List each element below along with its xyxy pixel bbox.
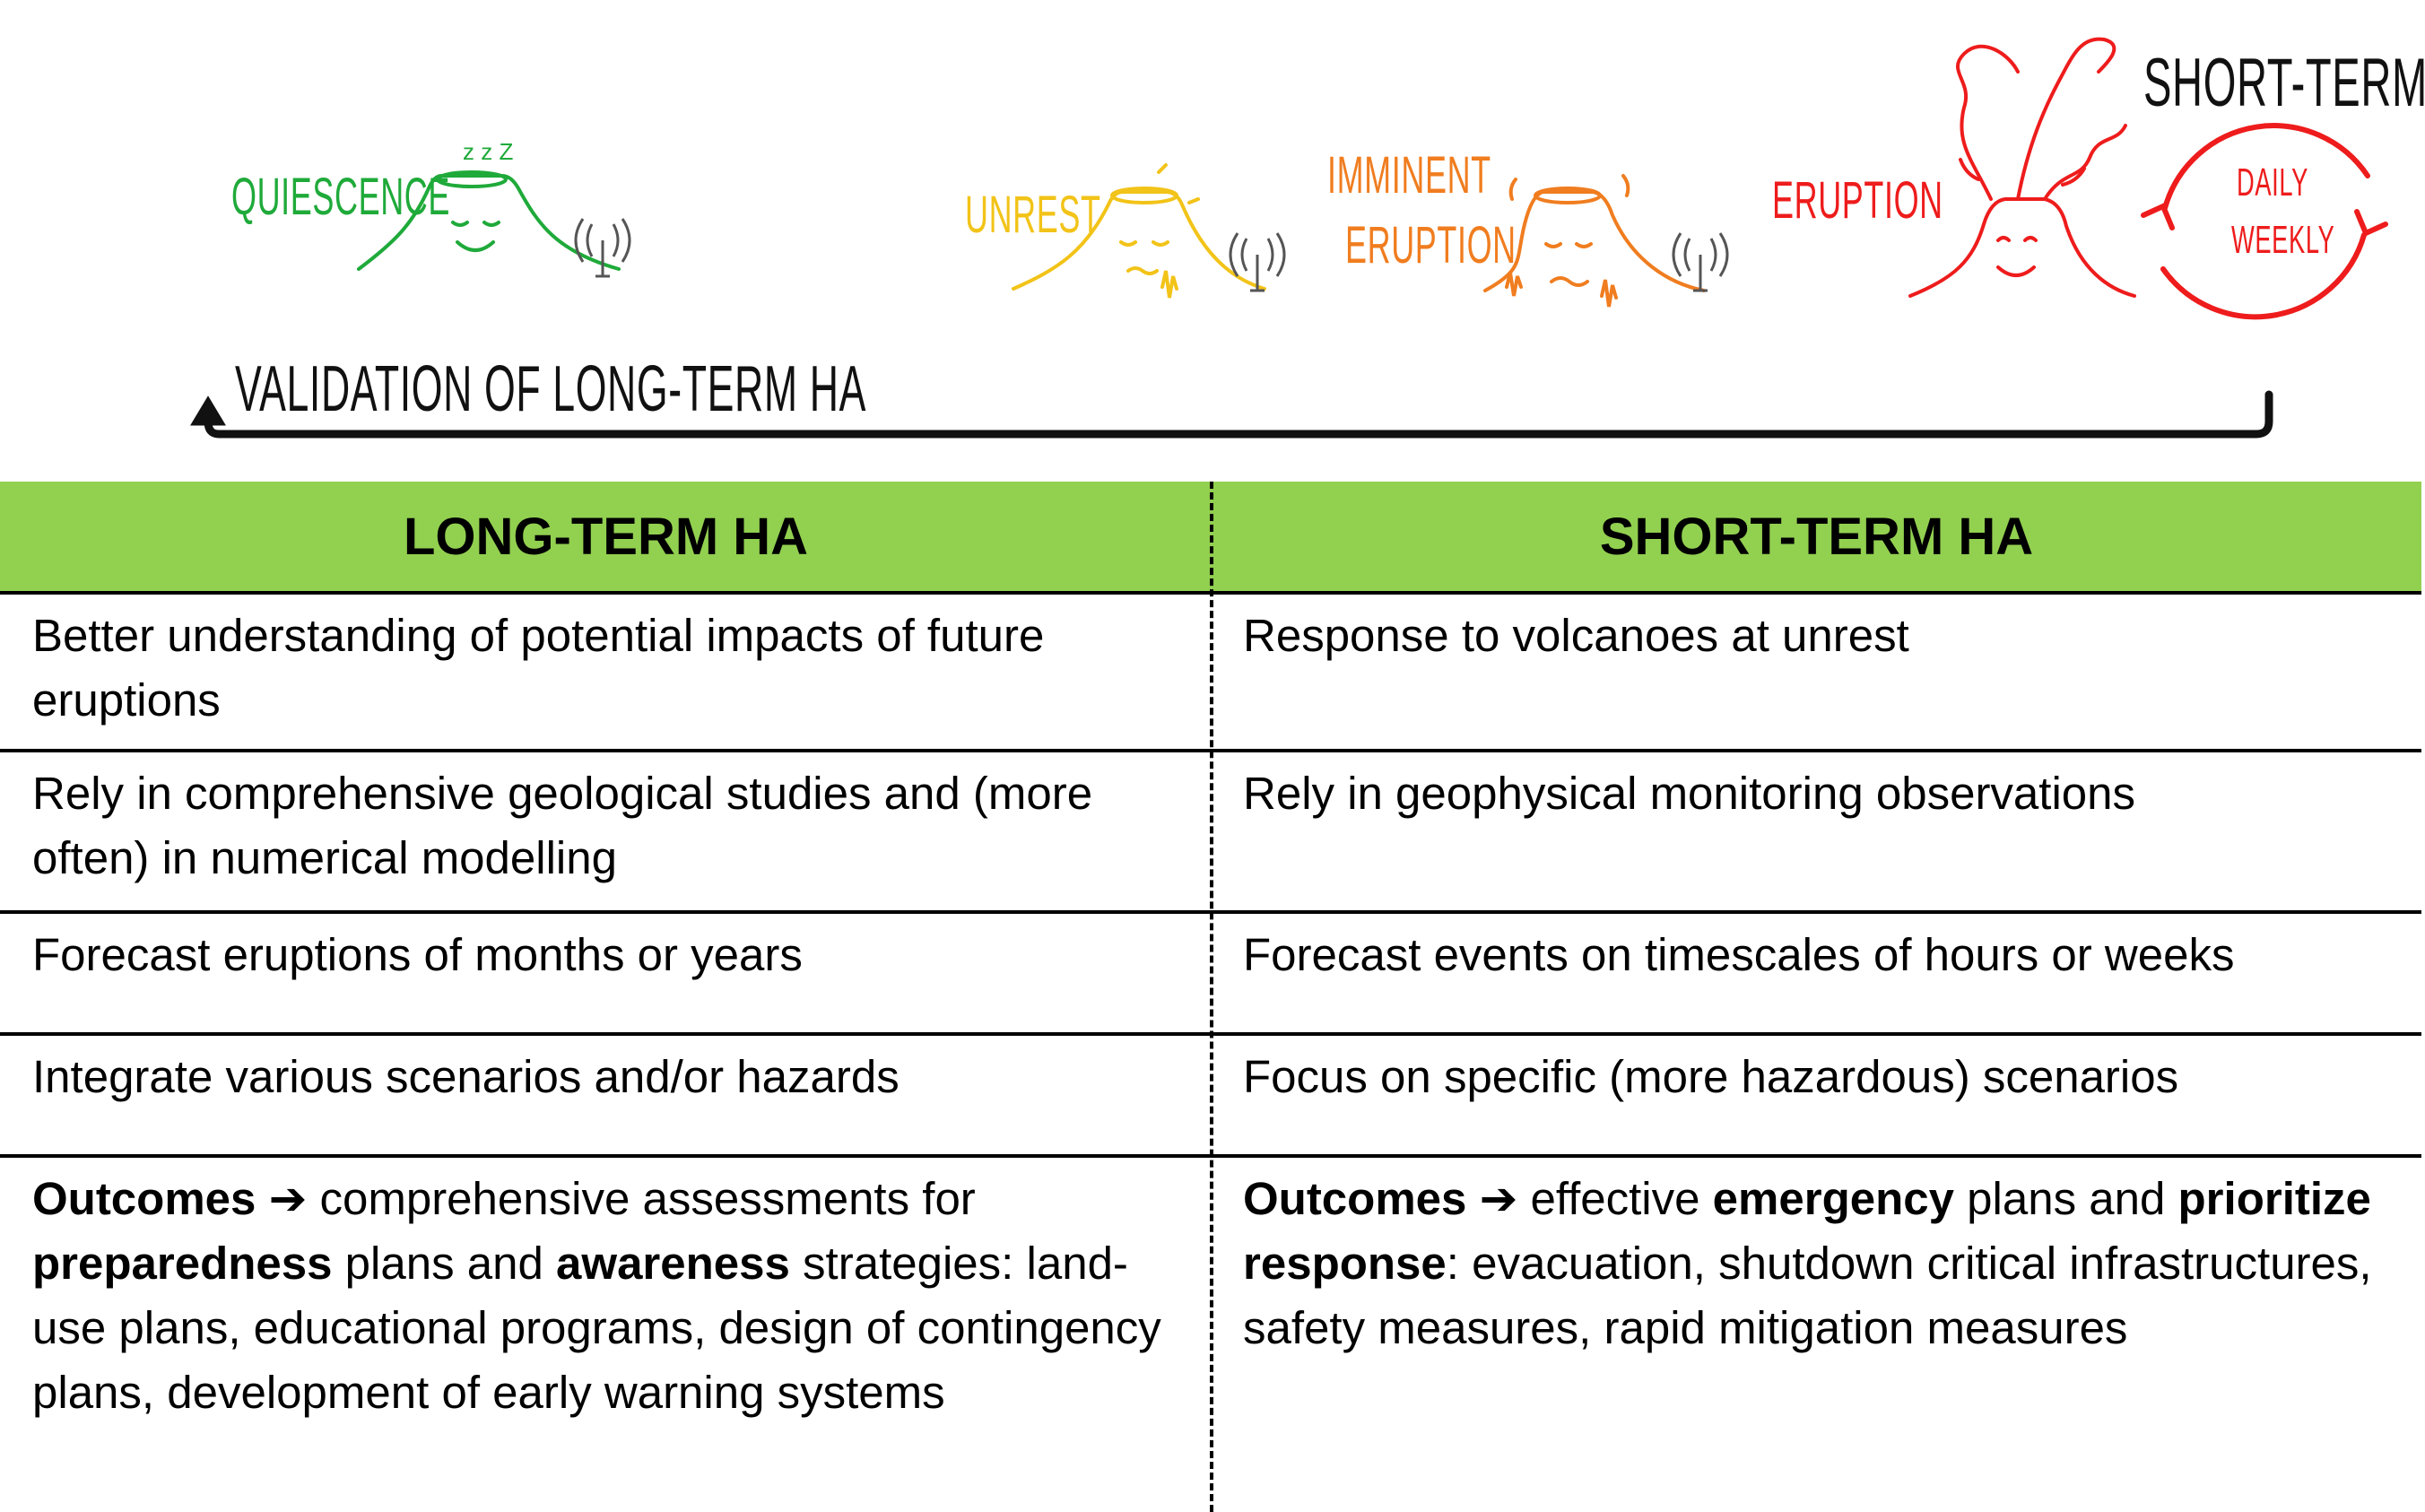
short-term-ha-title: SHORT-TERM HA [2143, 45, 2425, 121]
cycle-weekly-label: WEEKLY [2231, 218, 2335, 262]
antenna-icon [1229, 232, 1286, 292]
outcomes-keyword: preparedness [32, 1238, 333, 1289]
outcomes-keyword: awareness [556, 1238, 790, 1289]
outcomes-text: strategies: land-use plans, educational … [32, 1238, 1161, 1418]
unrest-volcano-icon [1012, 163, 1266, 299]
table-cell: Forecast events on timescales of hours o… [1243, 929, 2235, 980]
column-divider [1210, 482, 1213, 1512]
outcomes-text: plans and [332, 1238, 557, 1289]
table-row: Rely in comprehensive geological studies… [0, 752, 2421, 914]
unrest-label: UNREST [965, 186, 1101, 244]
outcomes-right-cell: Outcomes ➔ effective emergency plans and… [1243, 1158, 2400, 1360]
table-cell: Focus on specific (more hazardous) scena… [1243, 1051, 2179, 1102]
validation-label: VALIDATION OF LONG-TERM HA [235, 353, 866, 425]
sleeping-volcano-icon [357, 170, 621, 271]
outcomes-label: Outcomes [32, 1173, 256, 1224]
outcomes-keyword: emergency [1712, 1173, 1954, 1224]
antenna-icon [1672, 232, 1729, 292]
outcomes-text: plans and [1954, 1173, 2178, 1224]
arrow-icon: ➔ [1479, 1173, 1518, 1224]
quiescence-label: QUIESCENCE [231, 168, 450, 226]
outcomes-label: Outcomes [1243, 1173, 1467, 1224]
arrow-icon: ➔ [268, 1173, 308, 1224]
short-term-header: SHORT-TERM HA [1599, 507, 2034, 566]
table-row: Better understanding of potential impact… [0, 595, 2421, 752]
table-cell: Better understanding of potential impact… [32, 610, 1045, 726]
outcomes-left-cell: Outcomes ➔ comprehensive assessments for… [32, 1158, 1189, 1425]
outcomes-text: effective [1517, 1173, 1713, 1224]
eruption-label: ERUPTION [1772, 171, 1943, 230]
erupting-volcano-icon [1908, 37, 2136, 298]
outcomes-keyword: prioritize response [1243, 1173, 2371, 1289]
cycle-arrows-icon [2141, 123, 2388, 320]
imminent-label-line2: ERUPTION [1345, 216, 1517, 274]
imminent-volcano-icon [1483, 174, 1706, 308]
table-cell: Rely in geophysical monitoring observati… [1243, 768, 2136, 819]
outcomes-text: : evacuation, shutdown critical infrastr… [1243, 1238, 2372, 1353]
volcano-stages-illustration: z z Z [190, 37, 2388, 439]
imminent-label-line1: IMMINENT [1327, 146, 1491, 204]
return-arrow-icon [190, 390, 2273, 439]
table-cell: Response to volcanoes at unrest [1243, 610, 1909, 661]
table-cell: Rely in comprehensive geological studies… [32, 768, 1093, 883]
antenna-icon [574, 218, 631, 278]
table-cell: Integrate various scenarios and/or hazar… [32, 1051, 900, 1102]
table-cell: Forecast eruptions of months or years [32, 929, 803, 980]
sleep-marks: z z Z [463, 138, 513, 165]
outcomes-text: comprehensive assessments for [307, 1173, 976, 1224]
outcomes-row: Outcomes ➔ comprehensive assessments for… [0, 1158, 2421, 1512]
cycle-daily-label: DAILY [2237, 161, 2308, 204]
long-term-header: LONG-TERM HA [403, 507, 809, 566]
